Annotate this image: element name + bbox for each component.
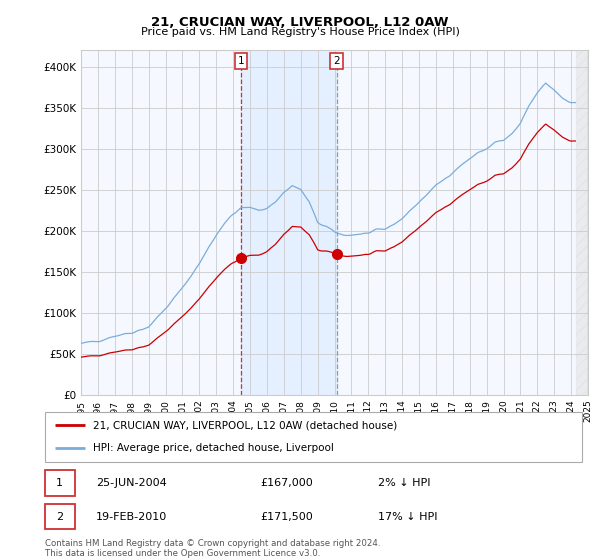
Bar: [45, 504, 74, 529]
Text: Price paid vs. HM Land Registry's House Price Index (HPI): Price paid vs. HM Land Registry's House …: [140, 27, 460, 37]
Text: 21, CRUCIAN WAY, LIVERPOOL, L12 0AW: 21, CRUCIAN WAY, LIVERPOOL, L12 0AW: [151, 16, 449, 29]
Text: Contains HM Land Registry data © Crown copyright and database right 2024.
This d: Contains HM Land Registry data © Crown c…: [45, 539, 380, 558]
Text: 2: 2: [56, 512, 64, 522]
Text: 2% ↓ HPI: 2% ↓ HPI: [378, 478, 430, 488]
Text: 25-JUN-2004: 25-JUN-2004: [96, 478, 167, 488]
Text: HPI: Average price, detached house, Liverpool: HPI: Average price, detached house, Live…: [94, 444, 334, 454]
Text: 1: 1: [56, 478, 63, 488]
Text: 1: 1: [238, 56, 245, 66]
Bar: [576, 50, 588, 395]
Text: £167,000: £167,000: [260, 478, 313, 488]
Text: 2: 2: [333, 56, 340, 66]
Text: 21, CRUCIAN WAY, LIVERPOOL, L12 0AW (detached house): 21, CRUCIAN WAY, LIVERPOOL, L12 0AW (det…: [94, 420, 398, 430]
Text: £171,500: £171,500: [260, 512, 313, 522]
Text: 17% ↓ HPI: 17% ↓ HPI: [378, 512, 437, 522]
Bar: [45, 470, 74, 496]
Bar: [241, 50, 337, 395]
Text: 19-FEB-2010: 19-FEB-2010: [96, 512, 167, 522]
